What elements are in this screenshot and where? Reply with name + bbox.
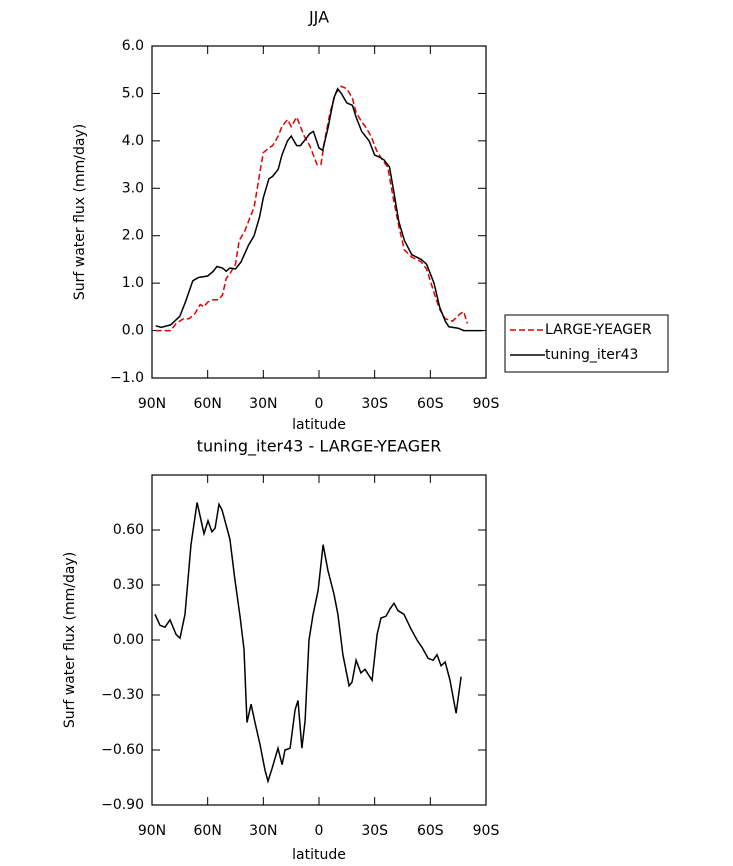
y-axis-label: Surf water flux (mm/day) <box>72 124 88 300</box>
y-tick-label: 6.0 <box>122 38 144 54</box>
legend-label: LARGE-YEAGER <box>545 322 652 338</box>
x-tick-label: 0 <box>315 823 324 839</box>
legend-box <box>504 314 669 373</box>
x-tick-label: 30S <box>361 396 388 412</box>
x-tick-label: 0 <box>315 396 324 412</box>
y-tick-label: −0.60 <box>101 742 144 758</box>
y-tick-label: 4.0 <box>122 133 144 149</box>
y-tick-label: 0.0 <box>122 323 144 339</box>
y-tick-label: 0.30 <box>113 577 144 593</box>
y-tick-label: 5.0 <box>122 85 144 101</box>
x-tick-label: 30N <box>249 396 277 412</box>
y-tick-label: 3.0 <box>122 180 144 196</box>
x-tick-label: 60N <box>194 396 222 412</box>
x-tick-label: 90N <box>138 823 166 839</box>
x-tick-label: 30S <box>361 823 388 839</box>
chart-title: JJA <box>308 8 329 27</box>
data-line <box>155 87 483 332</box>
x-tick-label: 90S <box>473 823 500 839</box>
x-tick-label: 90N <box>138 396 166 412</box>
y-tick-label: 2.0 <box>122 228 144 244</box>
x-tick-label: 30N <box>249 823 277 839</box>
x-tick-label: 60S <box>417 396 444 412</box>
chart-title: tuning_iter43 - LARGE-YEAGER <box>197 437 442 457</box>
plot-frame <box>151 45 487 379</box>
y-tick-label: 0.60 <box>113 522 144 538</box>
x-axis-label: latitude <box>292 847 346 863</box>
y-axis-label: Surf water flux (mm/day) <box>62 552 78 728</box>
y-tick-label: −0.30 <box>101 687 144 703</box>
y-tick-label: 1.0 <box>122 275 144 291</box>
legend-label: tuning_iter43 <box>545 347 638 363</box>
data-line <box>154 502 462 784</box>
y-tick-label: 0.00 <box>113 632 144 648</box>
x-tick-label: 60S <box>417 823 444 839</box>
x-tick-label: 90S <box>473 396 500 412</box>
x-tick-label: 60N <box>194 823 222 839</box>
data-line <box>155 85 469 332</box>
x-axis-label: latitude <box>292 417 346 433</box>
y-tick-label: −1.0 <box>110 370 144 386</box>
plot-frame <box>151 474 487 806</box>
y-tick-label: −0.90 <box>101 797 144 813</box>
